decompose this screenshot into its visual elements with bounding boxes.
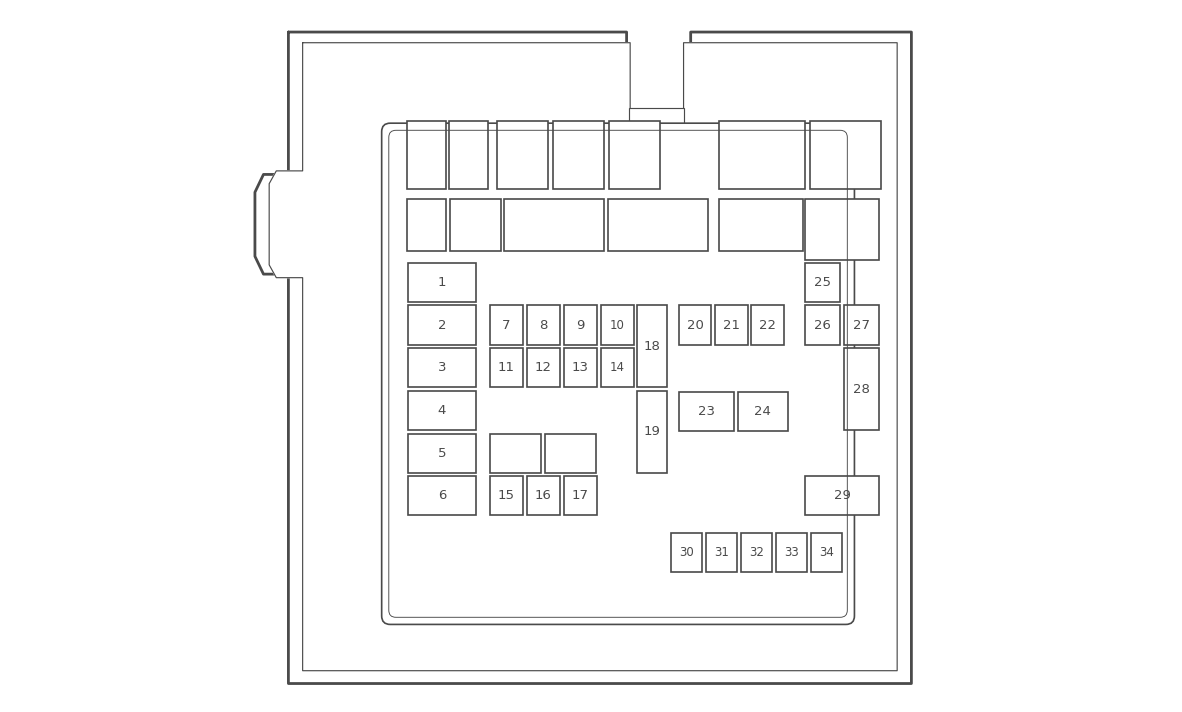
Bar: [811, 121, 882, 189]
Bar: [637, 305, 667, 387]
Bar: [408, 348, 475, 387]
Text: 20: 20: [687, 318, 703, 332]
Text: 14: 14: [610, 361, 625, 375]
Text: 5: 5: [437, 446, 446, 460]
Text: 26: 26: [814, 318, 831, 332]
Bar: [489, 476, 522, 515]
Bar: [564, 348, 597, 387]
Bar: [719, 121, 805, 189]
Bar: [408, 434, 475, 473]
Text: 2: 2: [437, 318, 446, 332]
Text: 3: 3: [437, 361, 446, 375]
Bar: [527, 476, 559, 515]
Bar: [844, 305, 879, 345]
Bar: [408, 121, 446, 189]
Bar: [678, 392, 734, 431]
Bar: [811, 533, 842, 572]
Text: 18: 18: [644, 340, 661, 353]
Text: 10: 10: [610, 318, 625, 332]
Text: 27: 27: [853, 318, 870, 332]
Bar: [741, 533, 772, 572]
Bar: [496, 121, 548, 189]
Bar: [408, 476, 475, 515]
Text: 19: 19: [644, 425, 661, 439]
Text: 17: 17: [572, 489, 589, 503]
Bar: [505, 199, 604, 251]
Text: 13: 13: [572, 361, 589, 375]
Text: 12: 12: [534, 361, 552, 375]
Bar: [408, 391, 475, 430]
Text: 34: 34: [819, 546, 833, 560]
Text: 16: 16: [535, 489, 552, 503]
Bar: [629, 108, 684, 130]
Bar: [527, 348, 559, 387]
Bar: [805, 199, 879, 260]
Text: 28: 28: [853, 382, 870, 396]
Text: 21: 21: [722, 318, 740, 332]
Bar: [489, 434, 541, 473]
Bar: [449, 121, 488, 189]
Bar: [564, 305, 597, 345]
Bar: [777, 533, 807, 572]
Text: 29: 29: [833, 489, 850, 503]
Text: 4: 4: [437, 404, 446, 417]
FancyBboxPatch shape: [382, 123, 855, 624]
Bar: [545, 434, 596, 473]
Bar: [489, 305, 522, 345]
Bar: [450, 199, 501, 251]
Text: 9: 9: [576, 318, 585, 332]
Bar: [707, 533, 736, 572]
Bar: [637, 391, 667, 473]
Text: 8: 8: [539, 318, 547, 332]
Text: 30: 30: [680, 546, 694, 560]
Bar: [489, 348, 522, 387]
Text: 22: 22: [759, 318, 777, 332]
Text: 24: 24: [754, 404, 771, 418]
Bar: [600, 348, 634, 387]
Text: 11: 11: [498, 361, 515, 375]
Text: 7: 7: [502, 318, 511, 332]
Bar: [678, 305, 712, 345]
Bar: [408, 305, 475, 345]
Text: 32: 32: [749, 546, 764, 560]
Bar: [408, 263, 475, 302]
Bar: [600, 305, 634, 345]
Bar: [719, 199, 804, 251]
Text: 25: 25: [814, 276, 831, 289]
Bar: [844, 348, 879, 430]
Bar: [738, 392, 787, 431]
Polygon shape: [255, 32, 911, 684]
Bar: [408, 199, 447, 251]
Text: 6: 6: [437, 489, 446, 503]
Polygon shape: [269, 43, 897, 671]
Bar: [805, 305, 840, 345]
Text: 1: 1: [437, 276, 446, 289]
Bar: [564, 476, 597, 515]
Text: 33: 33: [784, 546, 799, 560]
Bar: [527, 305, 559, 345]
Text: 31: 31: [714, 546, 729, 560]
Bar: [805, 476, 879, 515]
Bar: [752, 305, 784, 345]
Text: 23: 23: [697, 404, 715, 418]
Bar: [805, 263, 840, 302]
Bar: [608, 199, 708, 251]
Bar: [715, 305, 748, 345]
Bar: [609, 121, 660, 189]
Text: 15: 15: [498, 489, 515, 503]
Bar: [552, 121, 604, 189]
Bar: [671, 533, 702, 572]
